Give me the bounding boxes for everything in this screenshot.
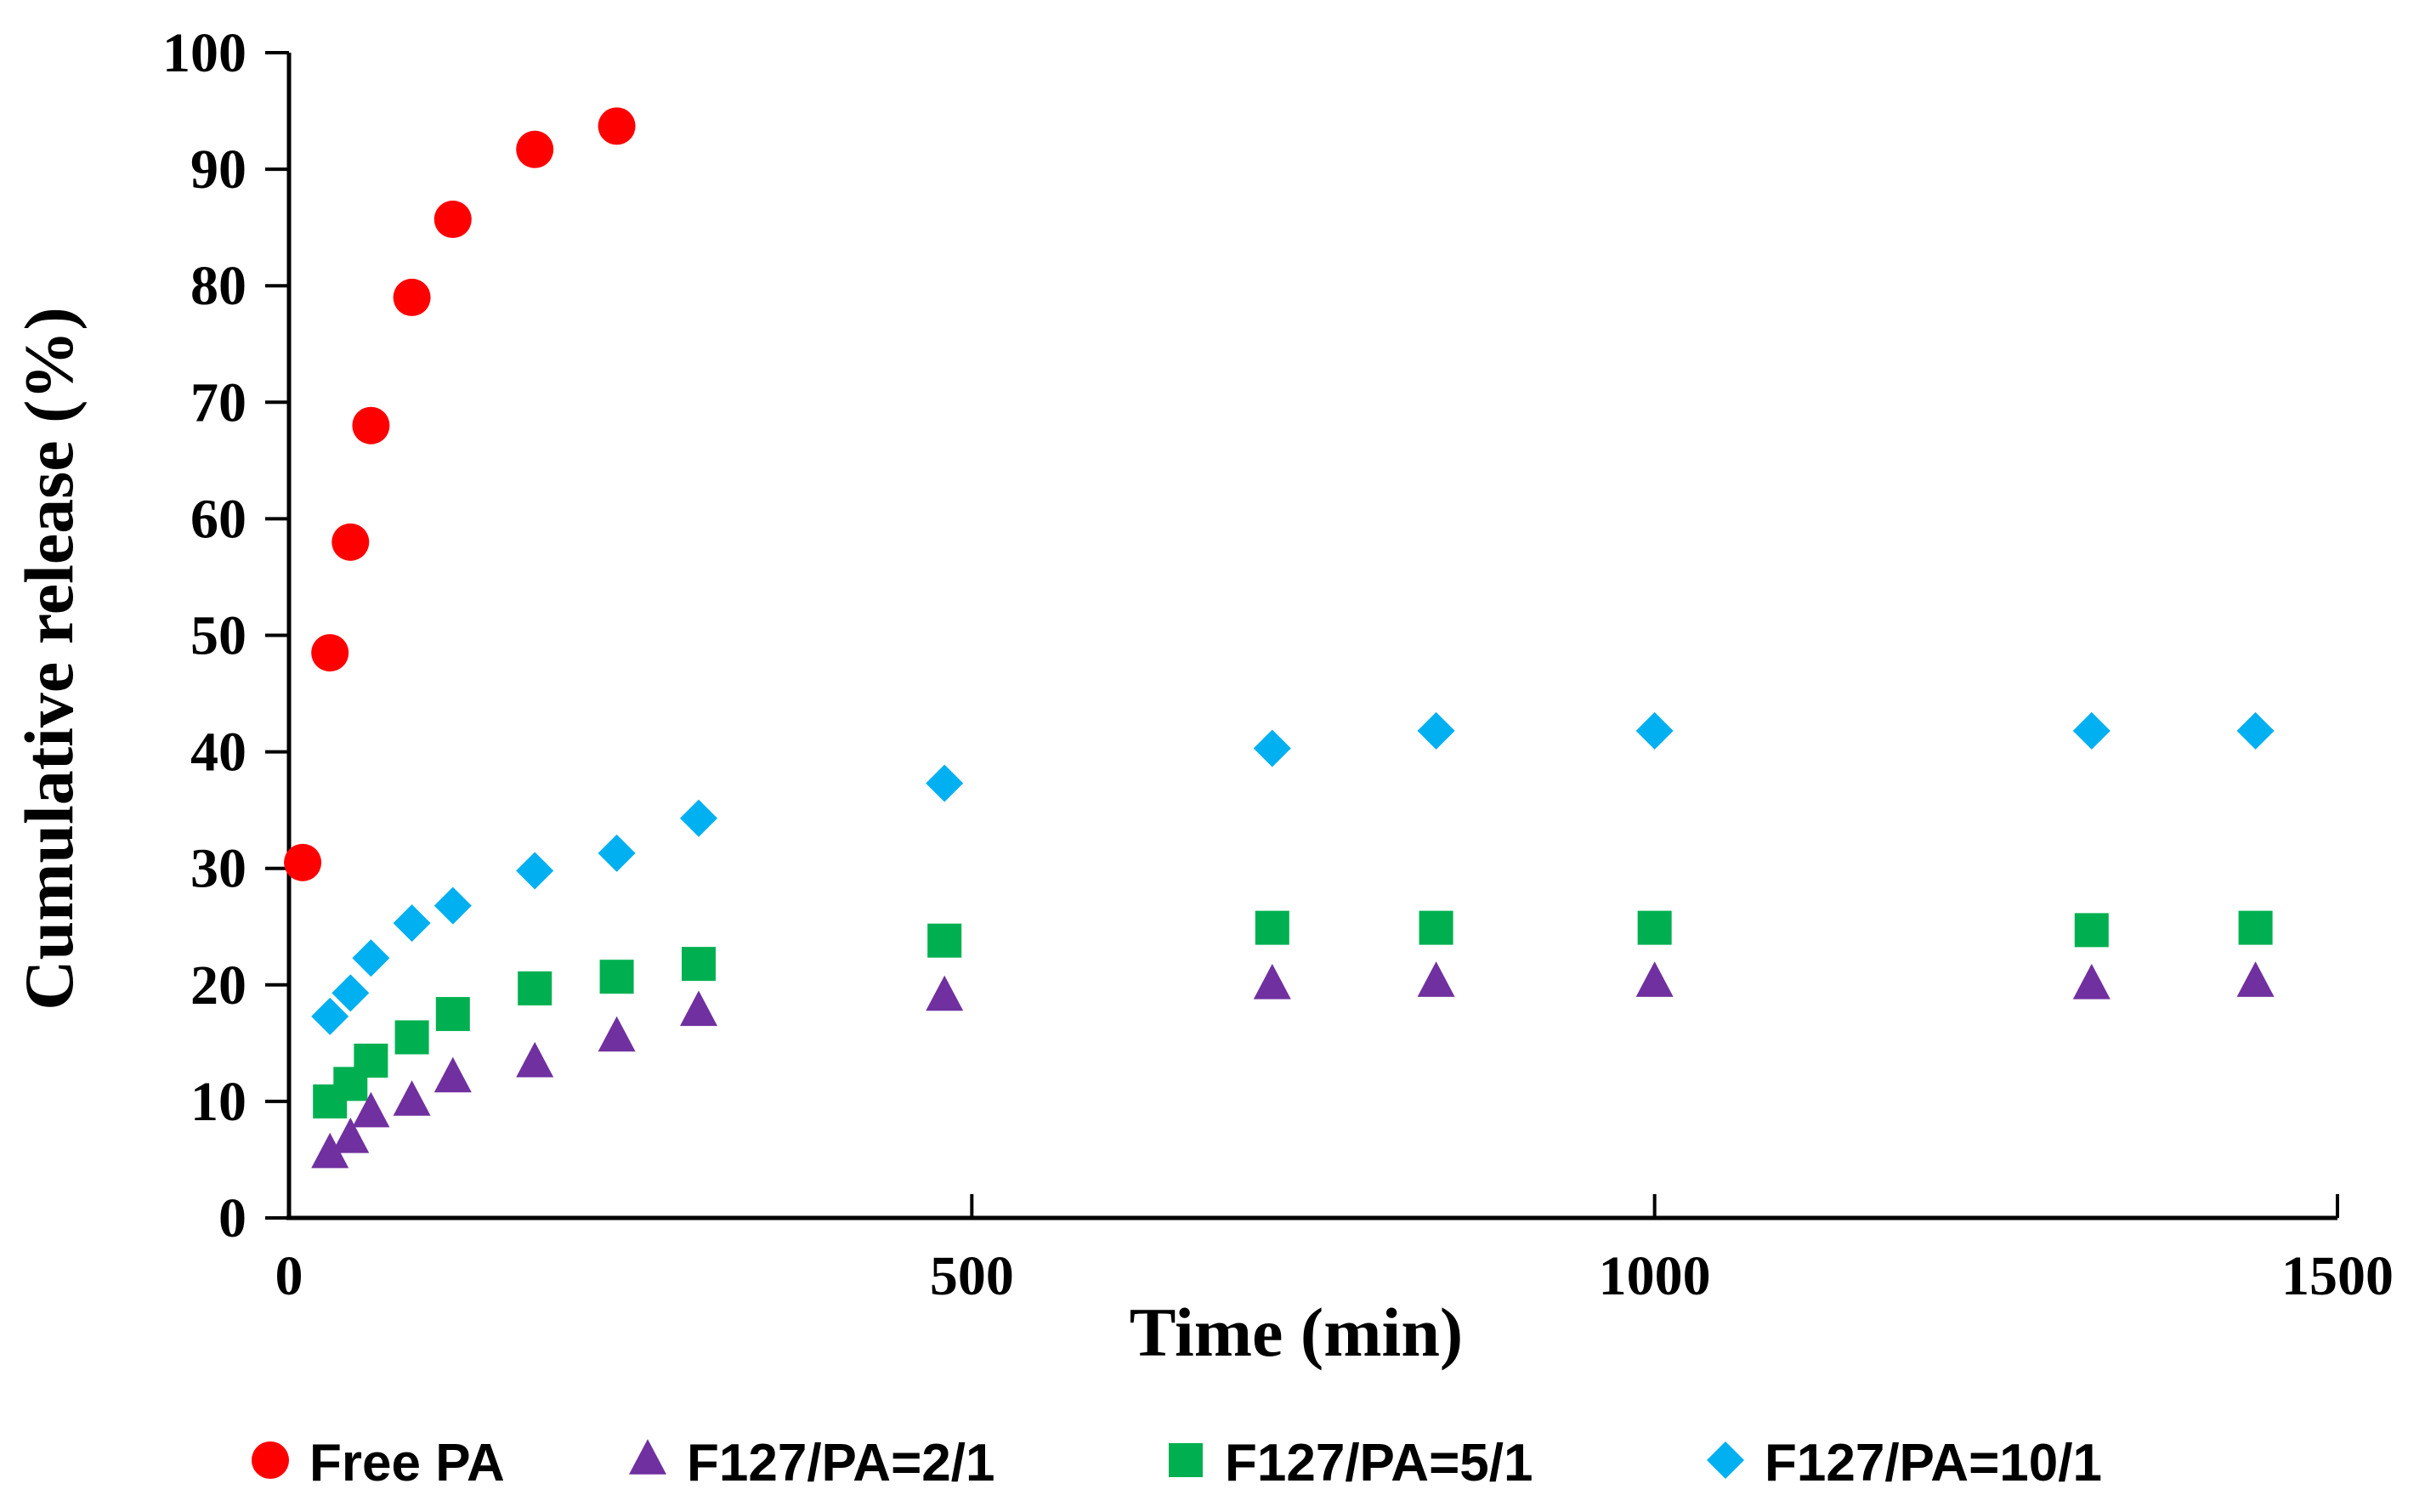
x-tick-label: 1500: [2281, 1245, 2394, 1307]
point-f127-pa-10-1: [352, 939, 390, 977]
point-f127-pa-10-1: [331, 974, 370, 1012]
point-f127-pa-10-1: [516, 852, 554, 890]
point-free-pa: [311, 634, 349, 672]
y-tick-label: 70: [190, 371, 246, 433]
point-f127-pa-2-1: [2236, 961, 2275, 997]
point-f127-pa-2-1: [598, 1016, 636, 1052]
y-tick-label: 40: [190, 722, 246, 784]
point-f127-pa-10-1: [1417, 711, 1455, 750]
point-free-pa: [331, 523, 370, 561]
y-tick-label: 50: [190, 605, 246, 667]
point-f127-pa-10-1: [926, 764, 964, 802]
y-axis-title: Cumulative release (%): [10, 307, 88, 1010]
point-f127-pa-10-1: [1635, 711, 1674, 750]
legend-label-f127-pa-5-1: F127/PA=5/1: [1225, 1434, 1533, 1492]
point-f127-pa-5-1: [927, 923, 962, 958]
point-f127-pa-2-1: [1635, 961, 1674, 997]
legend-marker-free-pa: [252, 1441, 289, 1479]
point-f127-pa-2-1: [1417, 961, 1455, 997]
point-f127-pa-10-1: [1253, 729, 1291, 767]
point-f127-pa-2-1: [311, 1132, 349, 1169]
y-tick-label: 30: [190, 838, 246, 900]
point-f127-pa-10-1: [680, 799, 717, 837]
point-f127-pa-5-1: [394, 1020, 429, 1055]
y-tick-label: 100: [162, 22, 246, 84]
point-f127-pa-5-1: [518, 971, 552, 1005]
y-tick-label: 90: [190, 139, 246, 201]
point-f127-pa-5-1: [2074, 913, 2109, 948]
point-f127-pa-2-1: [433, 1056, 472, 1093]
x-axis-title: Time (min): [1130, 1294, 1464, 1371]
point-f127-pa-5-1: [1637, 910, 1672, 945]
legend-marker-f127-pa-2-1: [629, 1439, 666, 1475]
point-f127-pa-2-1: [2072, 964, 2111, 1000]
point-f127-pa-5-1: [1419, 910, 1453, 945]
point-free-pa: [433, 201, 472, 239]
point-f127-pa-5-1: [599, 960, 634, 994]
point-f127-pa-10-1: [598, 834, 636, 872]
legend-marker-f127-pa-10-1: [1707, 1441, 1744, 1479]
point-f127-pa-2-1: [680, 990, 717, 1027]
y-tick-label: 60: [190, 488, 246, 550]
point-f127-pa-5-1: [354, 1043, 388, 1078]
point-f127-pa-2-1: [393, 1080, 431, 1116]
point-f127-pa-10-1: [393, 904, 431, 943]
legend-label-f127-pa-10-1: F127/PA=10/1: [1765, 1434, 2102, 1492]
point-f127-pa-2-1: [1253, 964, 1291, 1000]
point-free-pa: [352, 406, 390, 445]
point-f127-pa-2-1: [926, 975, 964, 1011]
point-f127-pa-2-1: [352, 1091, 390, 1128]
y-tick-label: 0: [218, 1187, 246, 1249]
legend-label-f127-pa-2-1: F127/PA=2/1: [687, 1434, 994, 1492]
point-f127-pa-2-1: [331, 1117, 370, 1153]
point-free-pa: [516, 130, 554, 168]
x-tick-label: 1000: [1599, 1245, 1711, 1307]
legend-label-free-pa: Free PA: [309, 1434, 505, 1492]
point-free-pa: [598, 107, 636, 145]
point-f127-pa-10-1: [311, 997, 349, 1035]
x-tick-label: 0: [275, 1245, 303, 1307]
point-f127-pa-5-1: [2238, 910, 2273, 945]
point-f127-pa-10-1: [2236, 711, 2275, 750]
x-tick-label: 500: [930, 1245, 1014, 1307]
legend: Free PA F127/PA=2/1 F127/PA=5/1 F127/PA=10/…: [252, 1434, 2102, 1492]
point-f127-pa-10-1: [2072, 711, 2111, 750]
point-f127-pa-2-1: [516, 1041, 554, 1078]
point-free-pa: [284, 843, 322, 881]
legend-marker-f127-pa-5-1: [1169, 1443, 1203, 1477]
point-free-pa: [393, 278, 431, 316]
point-f127-pa-5-1: [435, 997, 470, 1032]
point-f127-pa-10-1: [433, 886, 472, 925]
y-tick-label: 20: [190, 954, 246, 1016]
point-f127-pa-5-1: [1255, 910, 1289, 945]
y-tick-label: 10: [190, 1071, 246, 1133]
y-tick-label: 80: [190, 255, 246, 317]
point-f127-pa-5-1: [682, 947, 716, 982]
